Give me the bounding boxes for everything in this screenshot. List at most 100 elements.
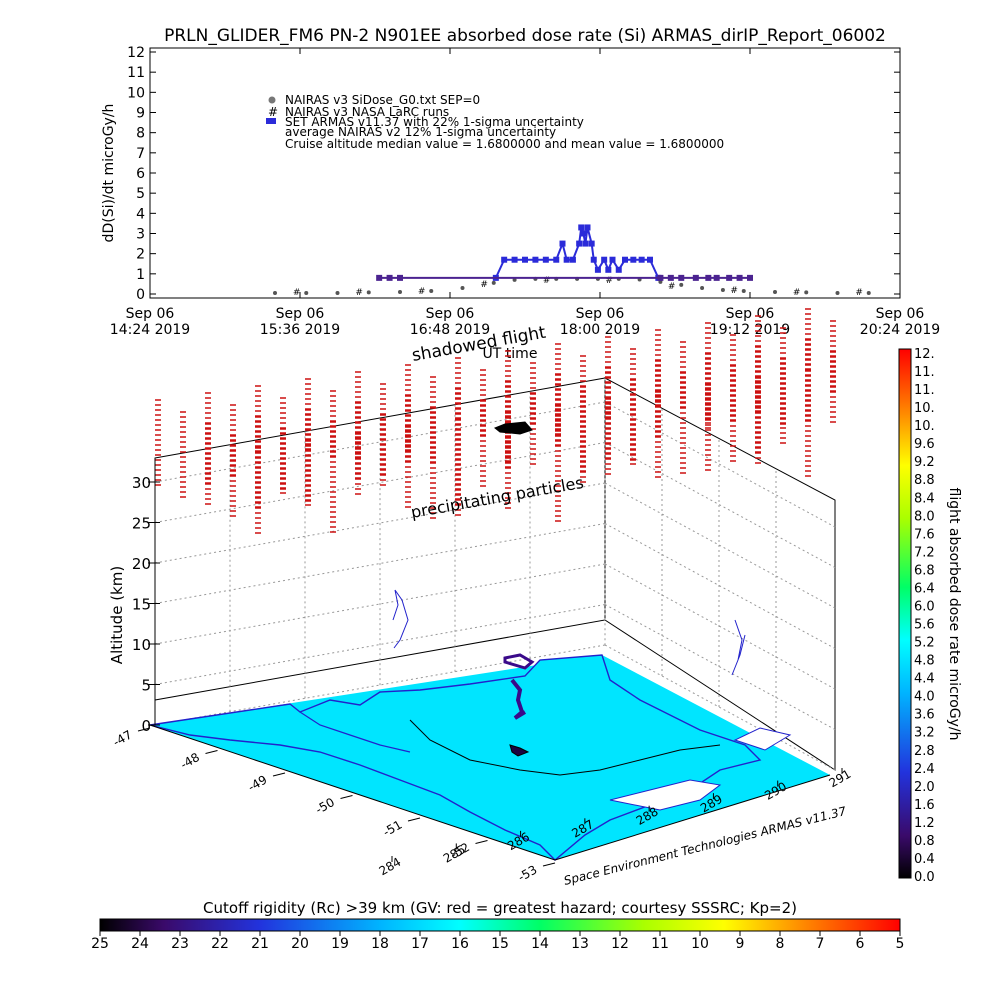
top-series-group: # # # # # # # # # # — [273, 224, 871, 298]
flight-track-group — [392, 421, 746, 757]
data-point — [866, 290, 871, 295]
altitude-tick-label: 20 — [132, 555, 151, 573]
data-point: # — [855, 288, 863, 298]
top-ytick-label: 10 — [127, 85, 145, 101]
data-point — [460, 285, 465, 290]
right-colorbar-tick-label: 5.2 — [914, 636, 935, 651]
legend-entry-4: Cruise altitude median value = 1.6800000… — [285, 137, 724, 151]
lake-white — [733, 727, 792, 751]
right-colorbar-tick-label: 11. — [914, 365, 935, 380]
bottom-colorbar-tick-label: 12 — [611, 936, 629, 952]
legend-entry-2: SET ARMAS v11.37 with 22% 1-sigma uncert… — [285, 115, 584, 129]
top-ytick-label: 0 — [136, 287, 145, 303]
flight-track-top — [503, 653, 535, 670]
bottom-colorbar-label: Cutoff rigidity (Rc) >39 km (GV: red = g… — [203, 899, 797, 917]
top-ytick-label: 12 — [127, 45, 145, 61]
data-point: # — [730, 286, 738, 296]
grid-line-back-right — [604, 482, 836, 609]
bottom-colorbar-tick-label: 20 — [291, 936, 309, 952]
flight-track-ground — [509, 744, 530, 757]
top-ytick-label: 9 — [136, 106, 145, 122]
bottom-colorbar-tick-label: 16 — [451, 936, 469, 952]
top-y-axis-label: dD(Si)/dt microGy/h — [101, 104, 117, 243]
bottom-colorbar-tick-label: 8 — [776, 936, 785, 952]
top-xtick-label-date: Sep 06 — [576, 306, 625, 322]
bottom-colorbar-tick-label: 25 — [91, 936, 109, 952]
right-colorbar-tick-label: 12. — [914, 347, 935, 362]
land-coastline — [149, 654, 762, 861]
fjords — [299, 711, 411, 753]
bottom-colorbar — [99, 918, 901, 932]
lat-tick-label: -50 — [313, 795, 337, 817]
bottom-colorbar-tick-label: 21 — [251, 936, 269, 952]
data-point: # — [293, 288, 301, 298]
right-colorbar-tick-label: 3.6 — [914, 708, 935, 723]
top-ytick-label: 3 — [136, 227, 145, 243]
bottom-colorbar-tick-label: 13 — [571, 936, 589, 952]
legend-entry-0: NAIRAS v3 SiDose_G0.txt SEP=0 — [285, 93, 480, 107]
top-xtick-label-time: 18:00 2019 — [560, 322, 640, 338]
right-colorbar-tick-label: 4.4 — [914, 672, 935, 687]
right-colorbar-tick-label: 2.8 — [914, 744, 935, 759]
grid-line-back-left — [154, 442, 606, 523]
data-point — [658, 279, 663, 284]
right-colorbar-tick-label: 1.6 — [914, 798, 935, 813]
lat-tick-label: -47 — [111, 727, 135, 749]
right-colorbar-tick-label: 4.8 — [914, 654, 935, 669]
lat-tick-label: -53 — [516, 862, 540, 884]
right-colorbar-tick-label: 0.0 — [914, 870, 935, 885]
data-point: # — [480, 280, 488, 290]
bottom-colorbar-tick-label: 17 — [411, 936, 429, 952]
data-point — [700, 285, 705, 290]
grid-line-back-right — [604, 442, 836, 568]
data-point: # — [605, 276, 613, 286]
bottom-colorbar-tick-label: 10 — [691, 936, 709, 952]
top-legend: NAIRAS v3 SiDose_G0.txt SEP=0 # NAIRAS v… — [266, 93, 724, 151]
grid-line-back-right — [604, 604, 836, 730]
data-point — [398, 289, 402, 294]
data-point — [304, 290, 309, 295]
data-point — [512, 277, 517, 282]
legend-marker-armas — [266, 118, 276, 124]
bottom-colorbar-tick-label: 6 — [856, 936, 865, 952]
top-xtick-label-date: Sep 06 — [426, 306, 475, 322]
bottom-colorbar-tick-label: 22 — [211, 936, 229, 952]
border-line — [409, 719, 721, 776]
data-point: # — [355, 288, 363, 298]
top-ytick-label: 1 — [136, 267, 145, 283]
right-colorbar-tick-label: 8.0 — [914, 509, 935, 524]
top-xtick-label-time: 19:12 2019 — [710, 322, 790, 338]
grid-line-back-right — [604, 563, 836, 690]
top-xtick-label-date: Sep 06 — [876, 306, 925, 322]
right-colorbar-tick-label: 6.4 — [914, 581, 935, 596]
right-colorbar-tick-label: 10. — [914, 401, 935, 416]
grid-line-back-right — [604, 644, 836, 771]
data-point: # — [793, 288, 801, 298]
right-colorbar-tick-label: 0.8 — [914, 834, 935, 849]
top-ytick-label: 2 — [136, 247, 145, 263]
lat-tick-mark — [340, 795, 353, 799]
grid-line-back-left — [154, 401, 606, 483]
legend-marker-nairas-v3 — [268, 96, 276, 104]
right-colorbar-label: flight absorbed dose rate microGy/h — [946, 488, 962, 741]
flight-track-shadow-top — [494, 421, 533, 435]
altitude-tick-label: 30 — [132, 474, 151, 492]
right-colorbar-tick-label: 1.2 — [914, 816, 935, 831]
bottom-colorbar-tick-label: 18 — [371, 936, 389, 952]
top-xtick-label-time: 20:24 2019 — [860, 322, 940, 338]
grid-line-back-right — [604, 401, 836, 528]
bottom-colorbar-tick-label: 19 — [331, 936, 349, 952]
top-chart-title: PRLN_GLIDER_FM6 PN-2 N901EE absorbed dos… — [164, 26, 886, 46]
right-colorbar-tick-label: 9.2 — [914, 455, 935, 470]
legend-entry-1: NAIRAS v3 NASA LaRC runs — [285, 105, 449, 119]
top-series-2 — [492, 224, 662, 281]
data-point — [720, 287, 725, 292]
right-colorbar-tick-label: 11. — [914, 383, 935, 398]
legend-entry-3: average NAIRAS v2 12% 1-sigma uncertaint… — [285, 125, 556, 139]
right-colorbar-tick-label: 2.4 — [914, 762, 935, 777]
right-colorbar-tick-label: 10. — [914, 419, 935, 434]
